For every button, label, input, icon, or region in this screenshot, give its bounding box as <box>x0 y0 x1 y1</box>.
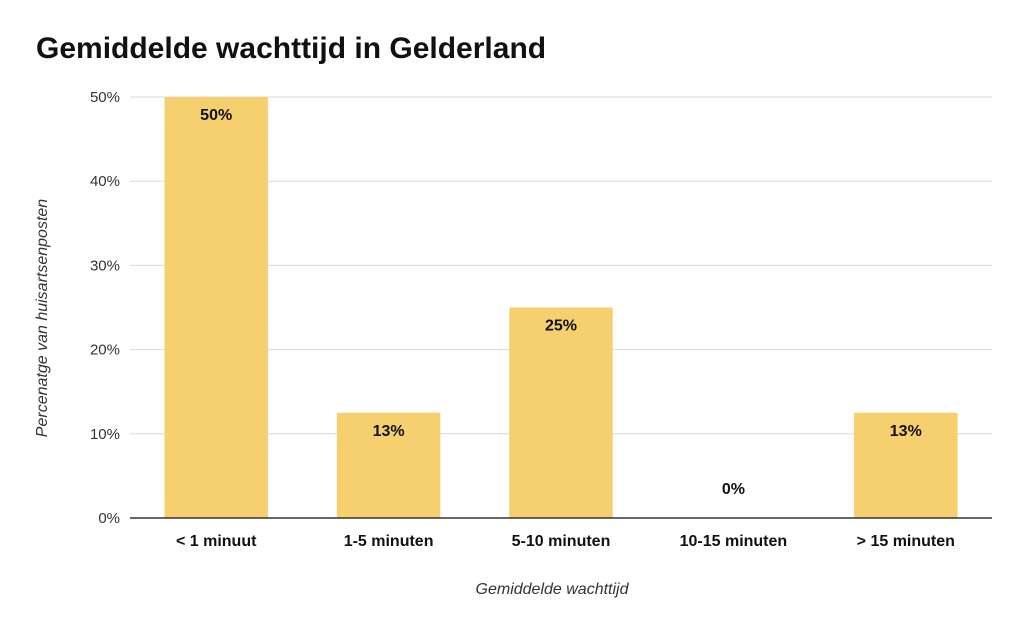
x-tick-label: 1-5 minuten <box>344 533 434 550</box>
data-label: 0% <box>722 481 745 498</box>
y-tick-label: 40% <box>90 173 120 190</box>
y-tick-label: 20% <box>90 342 120 359</box>
y-axis-label: Percenatge van huisartsenposten <box>34 199 51 437</box>
bar <box>509 307 613 518</box>
data-label: 50% <box>200 107 232 124</box>
x-axis-label: Gemiddelde wachttijd <box>476 581 630 598</box>
data-label: 13% <box>890 423 922 440</box>
data-label: 13% <box>373 423 405 440</box>
y-tick-label: 30% <box>90 257 120 274</box>
y-tick-label: 10% <box>90 426 120 443</box>
x-tick-label: < 1 minuut <box>176 533 257 550</box>
x-tick-label: > 15 minuten <box>857 533 955 550</box>
bars <box>164 97 958 518</box>
gridlines <box>130 96 992 435</box>
x-tick-label: 10-15 minuten <box>680 533 788 550</box>
bar <box>336 412 441 518</box>
data-label: 25% <box>545 318 577 335</box>
x-tick-label: 5-10 minuten <box>512 533 611 550</box>
labels: 0% 10% 20% 30% 40% 50% 50% < 1 minuut 13% 1-5 min… <box>90 89 955 550</box>
bar <box>854 412 958 518</box>
bar <box>164 97 268 518</box>
y-tick-label: 0% <box>98 510 120 527</box>
chart-title: Gemiddelde wachttijd in Gelderland <box>36 32 546 65</box>
y-tick-label: 50% <box>90 89 120 106</box>
